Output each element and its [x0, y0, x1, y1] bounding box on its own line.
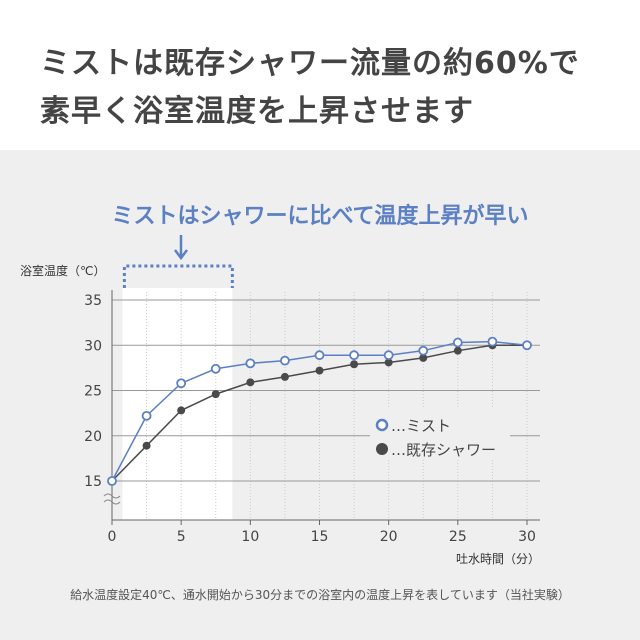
x-tick-label: 20: [380, 529, 398, 545]
data-point: [522, 340, 532, 351]
data-point: [487, 336, 498, 347]
y-tick-label: 15: [84, 474, 102, 490]
data-point: [245, 358, 256, 369]
data-point: [419, 353, 428, 362]
x-tick-label: 5: [177, 529, 186, 545]
footnote: 給水温度設定40℃、通水開始から30分までの浴室内の温度上昇を表しています（当社…: [70, 588, 570, 602]
data-point: [177, 406, 186, 415]
data-point: [453, 346, 462, 355]
data-point: [107, 476, 117, 486]
x-tick-label: 0: [108, 529, 117, 545]
y-tick-label: 20: [84, 429, 102, 445]
x-tick-label: 10: [241, 529, 259, 545]
x-axis-label: 吐水時間（分）: [456, 552, 540, 566]
data-point: [418, 345, 429, 356]
data-point: [383, 350, 394, 361]
data-point: [452, 337, 463, 348]
axis-break-icon: [103, 493, 121, 505]
data-point: [176, 378, 187, 389]
data-point: [350, 360, 359, 369]
y-tick-label: 30: [84, 338, 102, 354]
legend-label: …ミスト: [391, 417, 451, 435]
data-point: [210, 363, 221, 374]
legend-marker-0: [375, 418, 389, 432]
y-tick-label: 35: [84, 293, 102, 309]
x-tick-label: 25: [449, 529, 467, 545]
y-tick-label: 25: [84, 384, 102, 400]
header-panel: ミストは既存シャワー流量の約60%で 素早く浴室温度を上昇させます: [0, 0, 640, 150]
data-point: [211, 390, 220, 399]
data-point: [314, 350, 325, 361]
headline-line-1: ミストは既存シャワー流量の約60%で: [40, 46, 580, 81]
legend-bg: [370, 408, 510, 460]
headline-line-2: 素早く浴室温度を上昇させます: [40, 94, 474, 129]
data-point: [280, 372, 289, 381]
legend-label: …既存シャワー: [391, 441, 496, 459]
data-point: [349, 350, 359, 361]
data-point: [246, 378, 255, 387]
data-point: [142, 441, 151, 450]
data-point: [280, 355, 290, 366]
callout-text: ミストはシャワーに比べて温度上昇が早い: [111, 204, 529, 229]
data-point: [315, 366, 324, 375]
x-tick-label: 30: [518, 529, 536, 545]
data-point: [141, 410, 152, 421]
down-arrow-icon: [174, 235, 188, 261]
y-axis-label: 浴室温度（℃）: [20, 263, 105, 278]
highlight-bracket: [122, 264, 234, 288]
legend-marker-1: [376, 443, 388, 455]
data-point: [384, 358, 393, 367]
x-tick-label: 15: [311, 529, 329, 545]
